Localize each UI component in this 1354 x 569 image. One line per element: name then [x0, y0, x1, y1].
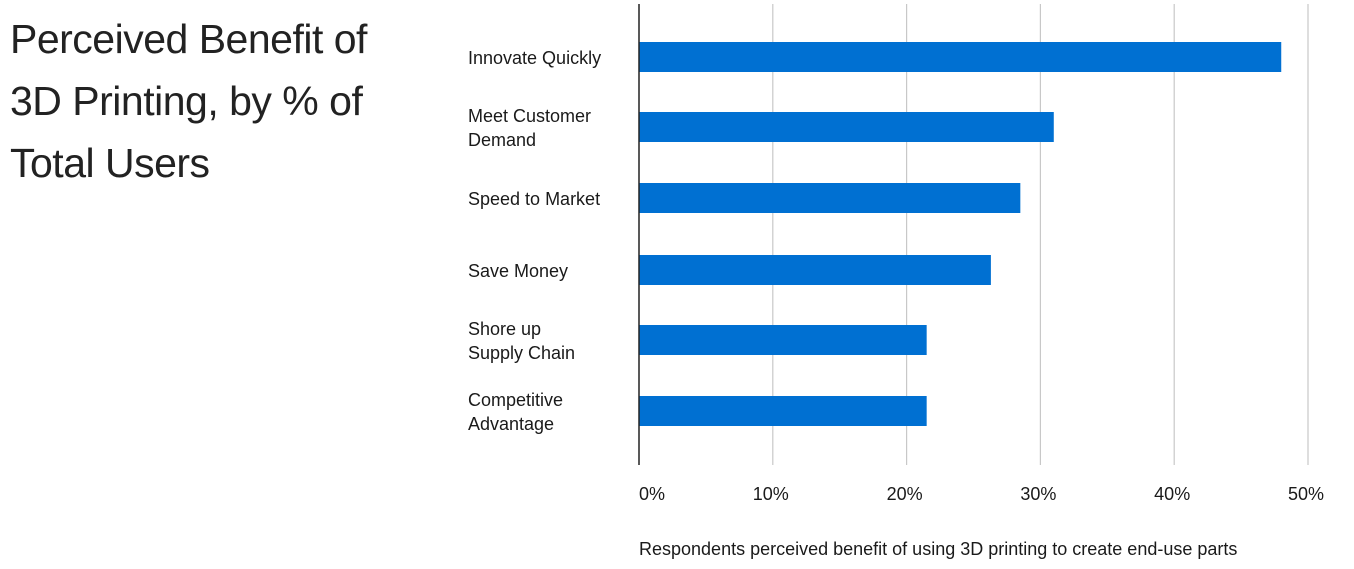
x-tick-label-0: 0% [639, 484, 665, 504]
x-tick-label-10: 10% [753, 484, 789, 504]
category-label-2-line-0: Speed to Market [468, 189, 600, 209]
category-label-4-line-0: Shore up [468, 319, 541, 339]
category-label-5-line-1: Advantage [468, 414, 554, 434]
bar-2 [639, 183, 1021, 213]
category-label-0-line-0: Innovate Quickly [468, 48, 601, 68]
bar-4 [639, 325, 927, 355]
x-tick-labels: 0% 10% 20% 30% 40% 50% [639, 484, 1324, 504]
category-label-3-line-0: Save Money [468, 261, 568, 281]
x-tick-label-50: 50% [1288, 484, 1324, 504]
category-label-2: Speed to Market [468, 189, 600, 209]
category-label-1: Meet Customer Demand [468, 106, 591, 150]
x-tick-label-20: 20% [887, 484, 923, 504]
category-label-5: Competitive Advantage [468, 390, 563, 434]
bar-3 [639, 255, 991, 285]
x-axis-label: Respondents perceived benefit of using 3… [639, 539, 1237, 559]
x-tick-label-40: 40% [1154, 484, 1190, 504]
category-label-4: Shore up Supply Chain [468, 319, 575, 363]
category-label-3: Save Money [468, 261, 568, 281]
category-label-4-line-1: Supply Chain [468, 343, 575, 363]
category-label-1-line-1: Demand [468, 130, 536, 150]
category-label-5-line-0: Competitive [468, 390, 563, 410]
chart-title: Perceived Benefit of 3D Printing, by % o… [10, 8, 430, 194]
category-label-0: Innovate Quickly [468, 48, 601, 68]
chart-title-line-2: 3D Printing, by % of [10, 78, 363, 124]
bar-0 [639, 42, 1282, 72]
gridlines [772, 4, 1309, 465]
bars [639, 42, 1282, 426]
chart-title-line-3: Total Users [10, 140, 210, 186]
bar-1 [639, 112, 1054, 142]
bar-5 [639, 396, 927, 426]
category-labels: Innovate Quickly Meet Customer Demand Speed… [468, 48, 601, 434]
x-tick-label-30: 30% [1020, 484, 1056, 504]
chart-title-line-1: Perceived Benefit of [10, 16, 367, 62]
category-label-1-line-0: Meet Customer [468, 106, 591, 126]
